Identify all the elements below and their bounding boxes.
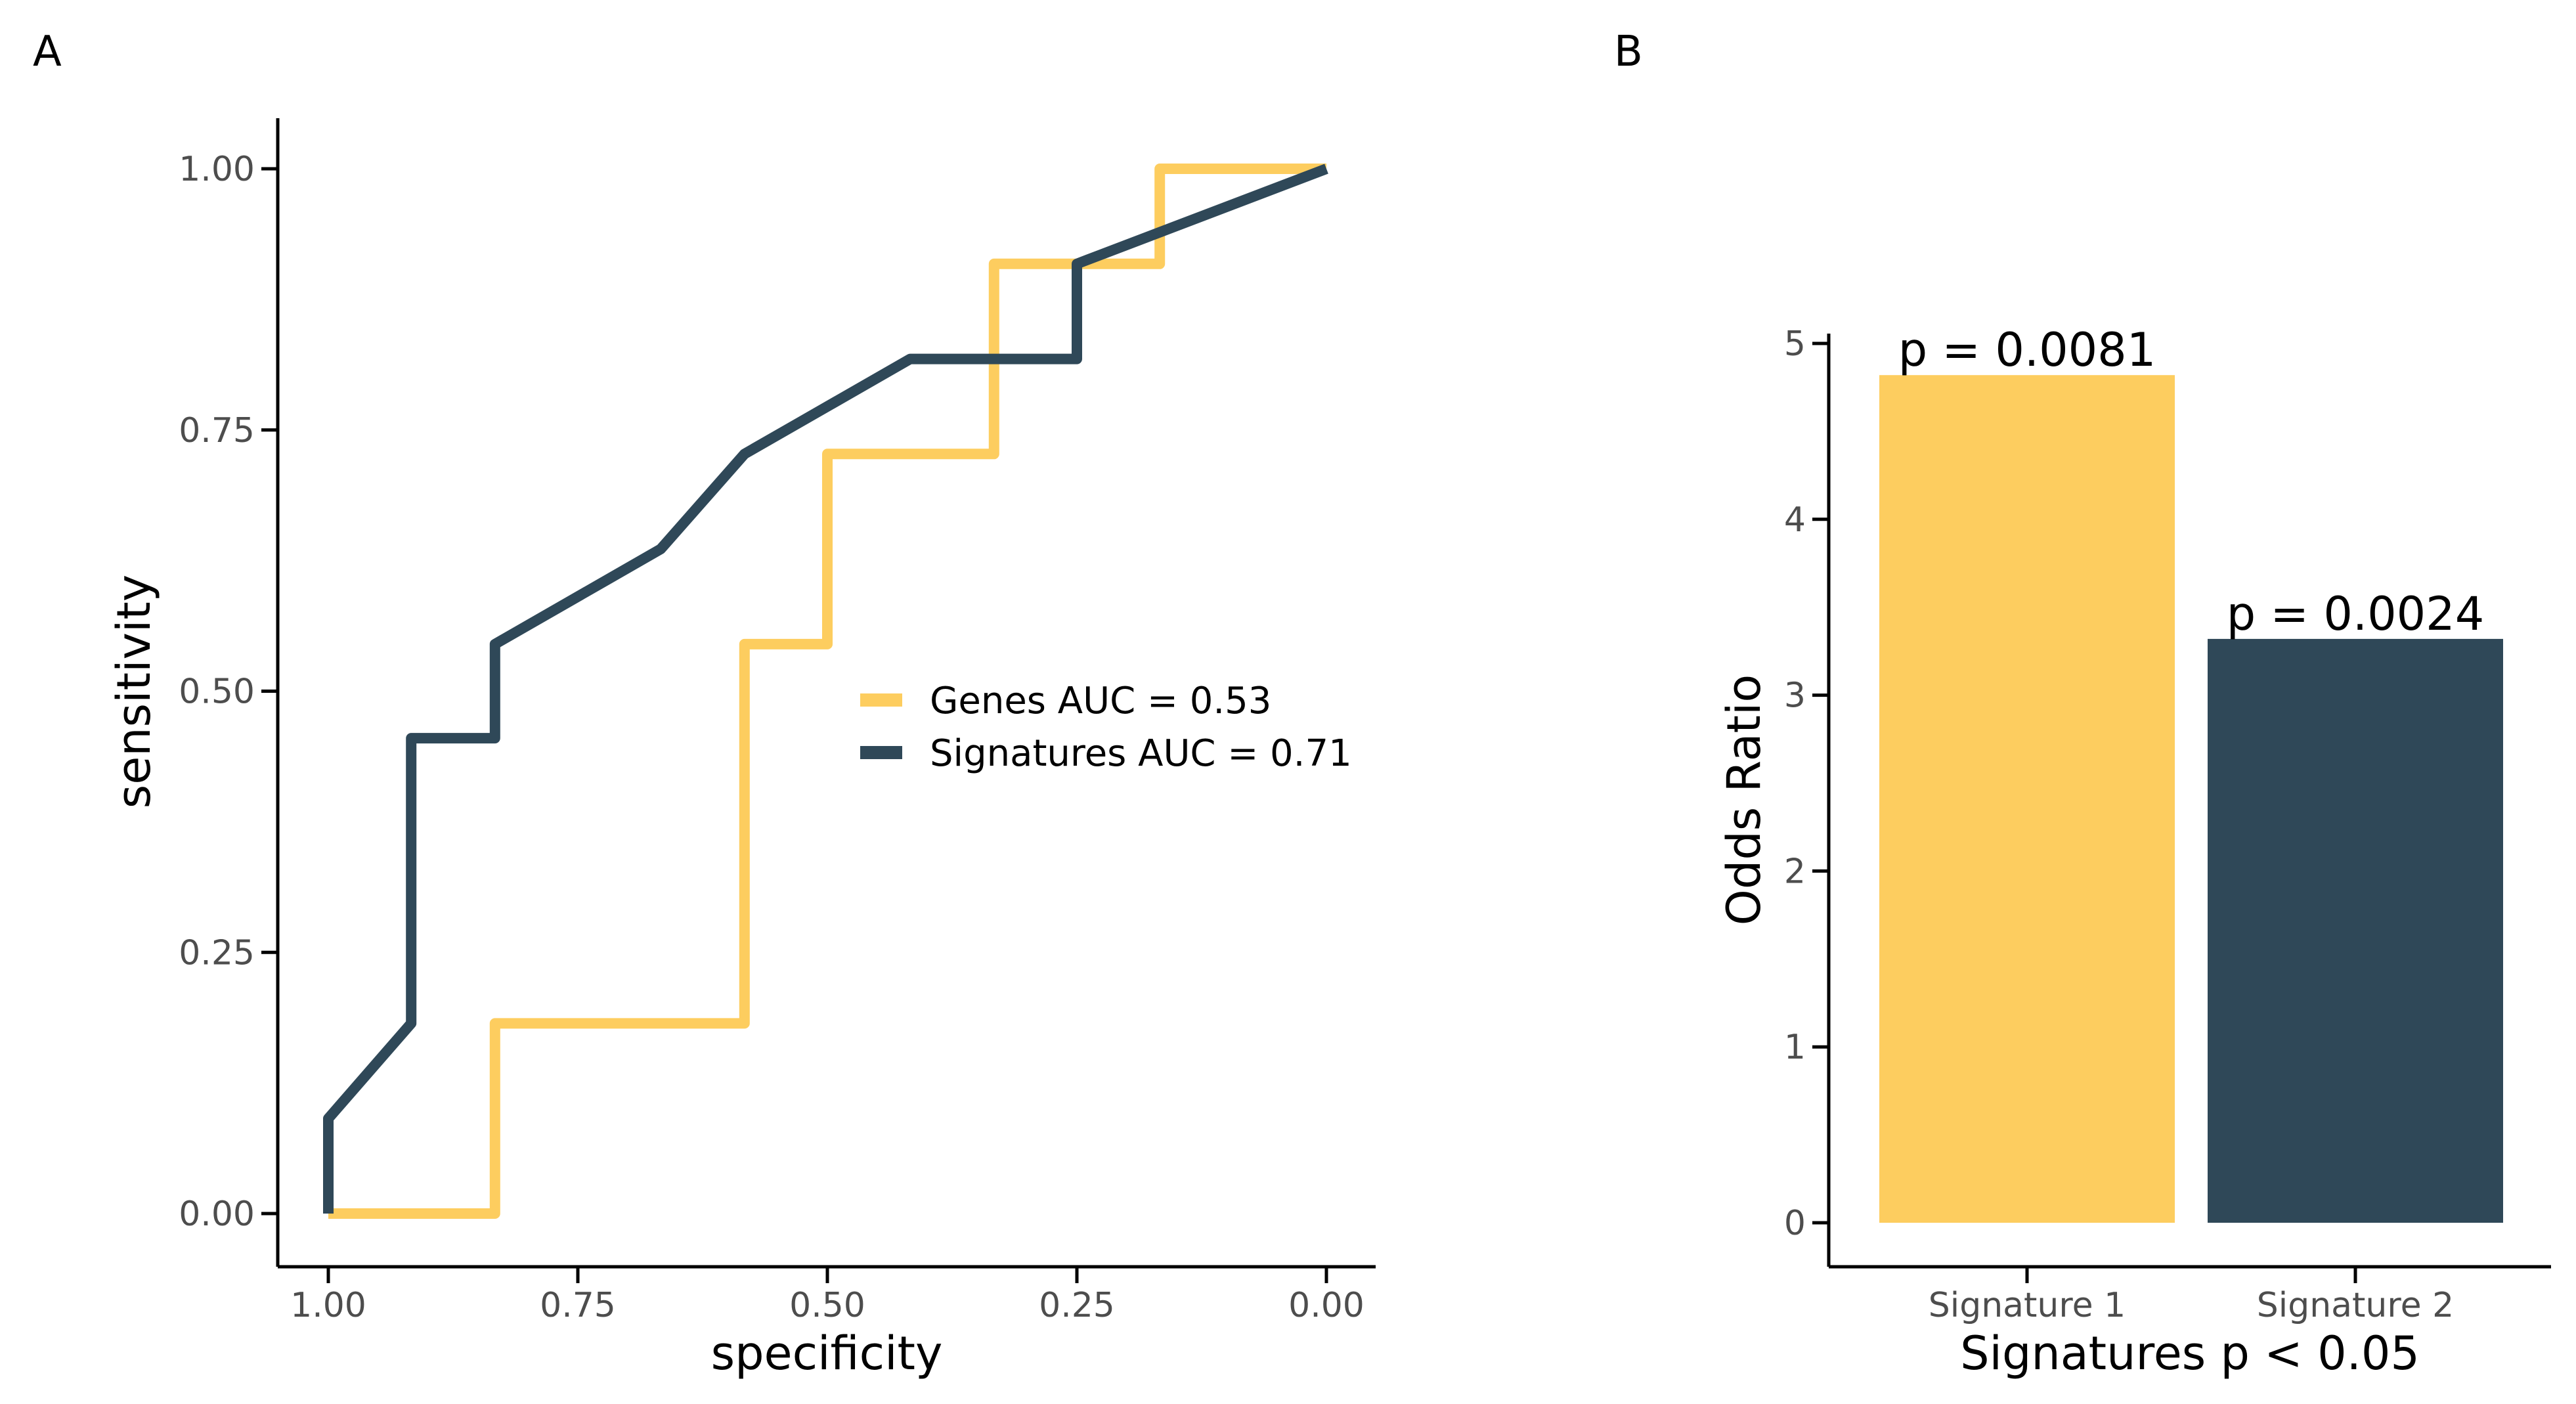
roc-x-tick-label: 0.75 xyxy=(540,1286,616,1325)
roc-x-tick-label: 0.00 xyxy=(1288,1286,1364,1325)
roc-y-tick-label: 0.00 xyxy=(179,1195,255,1234)
bar-y-axis-title: Odds Ratio xyxy=(1717,674,1771,925)
roc-x-axis-title: specificity xyxy=(711,1327,943,1380)
roc-legend: Genes AUC = 0.53 Signatures AUC = 0.71 xyxy=(860,680,1352,775)
bar-x-tick-label: Signature 2 xyxy=(2257,1286,2454,1325)
bar-2 xyxy=(2208,638,2503,1223)
bar-1 xyxy=(1879,375,2175,1223)
legend-label-signatures: Signatures AUC = 0.71 xyxy=(930,732,1352,775)
roc-y-tick-label: 1.00 xyxy=(179,150,255,189)
bar-y-tick-label: 0 xyxy=(1784,1204,1806,1243)
panel-b-label: B xyxy=(1614,28,1643,76)
panel-a-label: A xyxy=(33,28,62,76)
roc-y-tick-label: 0.25 xyxy=(179,933,255,973)
bar-y-tick-label: 3 xyxy=(1784,676,1806,716)
roc-y-axis-title: sensitivity xyxy=(107,575,161,808)
bar-y-tick-label: 5 xyxy=(1784,324,1806,364)
roc-y-axis: 0.00 0.25 0.50 0.75 1.00 xyxy=(179,150,278,1234)
bar-axes-lines xyxy=(1827,334,2551,1269)
roc-x-tick-label: 0.25 xyxy=(1039,1286,1115,1325)
roc-y-tick-label: 0.50 xyxy=(179,672,255,712)
bar-y-tick-label: 2 xyxy=(1784,852,1806,891)
bar-x-tick-label: Signature 1 xyxy=(1929,1286,2126,1325)
legend-label-genes: Genes AUC = 0.53 xyxy=(930,680,1271,722)
bar-x-axis-title: Signatures p < 0.05 xyxy=(1960,1327,2420,1380)
roc-y-tick-label: 0.75 xyxy=(179,411,255,450)
roc-line-series-1 xyxy=(328,164,1326,1219)
bar-y-tick-label: 1 xyxy=(1784,1028,1806,1067)
roc-line-series-2 xyxy=(323,164,1328,1214)
roc-series-group xyxy=(323,164,1328,1219)
bar-y-axis: 0 1 2 3 4 5 xyxy=(1784,324,1829,1243)
bar-marks-group: p = 0.0081 p = 0.0024 xyxy=(1879,323,2503,1223)
bar-x-axis: Signature 1 Signature 2 xyxy=(1929,1267,2454,1325)
roc-x-tick-label: 1.00 xyxy=(290,1286,366,1325)
bar-p-value-label: p = 0.0081 xyxy=(1898,323,2156,377)
roc-x-axis: 1.00 0.75 0.50 0.25 0.00 xyxy=(290,1267,1364,1325)
roc-x-tick-label: 0.50 xyxy=(789,1286,865,1325)
bar-y-tick-label: 4 xyxy=(1784,500,1806,540)
roc-chart: 0.000.250.500.751.00 1.00 0.75 0.50 0.25 0.0… xyxy=(107,118,1376,1380)
bar-p-value-label: p = 0.0024 xyxy=(2227,587,2485,641)
